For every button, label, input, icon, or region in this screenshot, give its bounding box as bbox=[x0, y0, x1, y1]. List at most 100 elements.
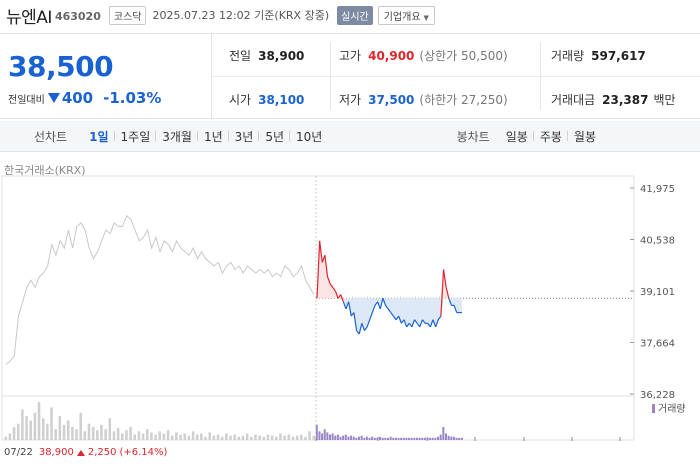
volume-bar bbox=[344, 434, 347, 440]
price-segment bbox=[437, 315, 442, 321]
volume-bar bbox=[16, 423, 20, 440]
price-segment bbox=[398, 315, 402, 324]
tab-10y[interactable]: 10년 bbox=[289, 128, 328, 145]
volume-bar bbox=[450, 436, 453, 440]
day-low: 저가 37,500 (하한가 27,250) bbox=[339, 91, 508, 108]
corp-info-label: 기업개요 bbox=[383, 11, 421, 23]
prev-close-label: 전일 bbox=[229, 49, 252, 63]
stock-name: 뉴엔AI bbox=[6, 7, 52, 28]
volume-bar bbox=[376, 437, 379, 440]
price-segment bbox=[448, 298, 453, 306]
volume-bar bbox=[121, 433, 124, 440]
corp-info-dropdown[interactable]: 기업개요 ▼ bbox=[377, 5, 435, 25]
volume-bar bbox=[183, 433, 186, 440]
tab-monthly[interactable]: 월봉 bbox=[566, 128, 602, 145]
volume-bar bbox=[371, 436, 374, 440]
volume-bar bbox=[365, 436, 368, 440]
price-segment bbox=[416, 322, 421, 328]
tab-1w[interactable]: 1주일 bbox=[113, 128, 157, 145]
source-label: 한국거래소(KRX) bbox=[4, 164, 86, 177]
volume-bar bbox=[54, 429, 57, 440]
volume-bar bbox=[429, 437, 432, 440]
volume-bar bbox=[220, 436, 224, 440]
volume-bar bbox=[50, 407, 53, 440]
price-segment bbox=[361, 323, 366, 331]
price-segment bbox=[334, 290, 339, 299]
price-segment bbox=[387, 308, 392, 313]
prev-date: 07/22 bbox=[4, 447, 33, 458]
volume-bar bbox=[245, 433, 249, 440]
volume-bar bbox=[250, 436, 253, 440]
tab-5y[interactable]: 5년 bbox=[258, 128, 290, 145]
volume-bar bbox=[204, 436, 207, 440]
tab-1d[interactable]: 1일 bbox=[89, 129, 109, 144]
volume-bar bbox=[108, 418, 112, 440]
volume-bar bbox=[275, 436, 278, 440]
low-label: 저가 bbox=[339, 93, 362, 107]
price-segment bbox=[366, 319, 371, 328]
tab-daily[interactable]: 일봉 bbox=[505, 129, 528, 144]
volume-bar bbox=[336, 434, 339, 440]
volume-bar bbox=[363, 437, 366, 440]
volume-bar bbox=[350, 435, 353, 440]
prev-change-footer: 2,250 bbox=[87, 447, 117, 458]
intraday-chart[interactable]: 41,97540,53839,10137,66436,22807/2310:00… bbox=[0, 175, 700, 445]
volume-bar bbox=[116, 428, 120, 440]
volume-bar bbox=[357, 436, 360, 440]
day-high: 고가 40,900 (상한가 50,500) bbox=[339, 47, 508, 64]
price-segment bbox=[390, 312, 394, 317]
volume-bar bbox=[342, 435, 345, 440]
prev-close-value: 38,900 bbox=[258, 48, 305, 63]
stock-code: 463020 bbox=[54, 10, 101, 23]
tab-3m[interactable]: 3개월 bbox=[155, 128, 198, 145]
volume-bar bbox=[308, 431, 311, 440]
open-value: 38,100 bbox=[258, 92, 305, 107]
as-of-time: 2025.07.23 12:02 기준(KRX 장중) bbox=[152, 9, 330, 22]
tab-weekly[interactable]: 주봉 bbox=[532, 128, 568, 145]
volume-bar bbox=[254, 434, 257, 440]
volume-bar bbox=[158, 431, 161, 440]
price-segment bbox=[369, 312, 373, 320]
volume-bar bbox=[384, 437, 387, 440]
y-tick-label: 37,664 bbox=[640, 339, 675, 350]
column-divider bbox=[330, 42, 331, 110]
volume-legend-swatch bbox=[652, 404, 655, 413]
volume-bar bbox=[229, 435, 232, 440]
change-percent: -1.03% bbox=[103, 89, 162, 107]
volume-bar bbox=[154, 434, 157, 440]
tab-3y[interactable]: 3년 bbox=[227, 128, 260, 145]
volume-bar bbox=[179, 434, 182, 440]
price-segment bbox=[371, 305, 376, 313]
volume-bar bbox=[300, 434, 303, 440]
volume-bar bbox=[75, 429, 78, 440]
volume-bar bbox=[8, 433, 12, 440]
volume-bar bbox=[262, 436, 266, 440]
volume-bar bbox=[266, 434, 270, 440]
y-tick-label: 40,538 bbox=[640, 236, 675, 247]
volume-bar bbox=[137, 431, 141, 440]
volume-bar bbox=[212, 435, 216, 440]
price-segment bbox=[421, 319, 426, 324]
volume-bar bbox=[458, 437, 461, 440]
price-segment bbox=[442, 269, 447, 288]
price-segment bbox=[363, 326, 368, 331]
change-value: 400 bbox=[61, 89, 94, 107]
volume-bar bbox=[33, 412, 37, 440]
price-segment bbox=[427, 322, 431, 328]
volume-bar bbox=[437, 436, 440, 440]
tab-1y[interactable]: 1년 bbox=[196, 128, 229, 145]
volume-bar bbox=[291, 436, 295, 440]
realtime-button[interactable]: 실시간 bbox=[337, 5, 373, 25]
line-chart-label: 선차트 bbox=[34, 129, 68, 144]
volume-bar bbox=[460, 437, 463, 440]
volume-bar bbox=[334, 435, 337, 440]
volume-bar bbox=[233, 434, 236, 440]
volume-bar bbox=[405, 437, 408, 440]
price-segment bbox=[432, 319, 437, 328]
price-segment bbox=[326, 276, 331, 285]
amount-unit: 백만 bbox=[653, 93, 676, 107]
price-segment bbox=[403, 319, 408, 328]
volume-bar bbox=[133, 434, 137, 440]
volume-bar bbox=[434, 437, 437, 440]
volume-bar bbox=[352, 436, 355, 440]
